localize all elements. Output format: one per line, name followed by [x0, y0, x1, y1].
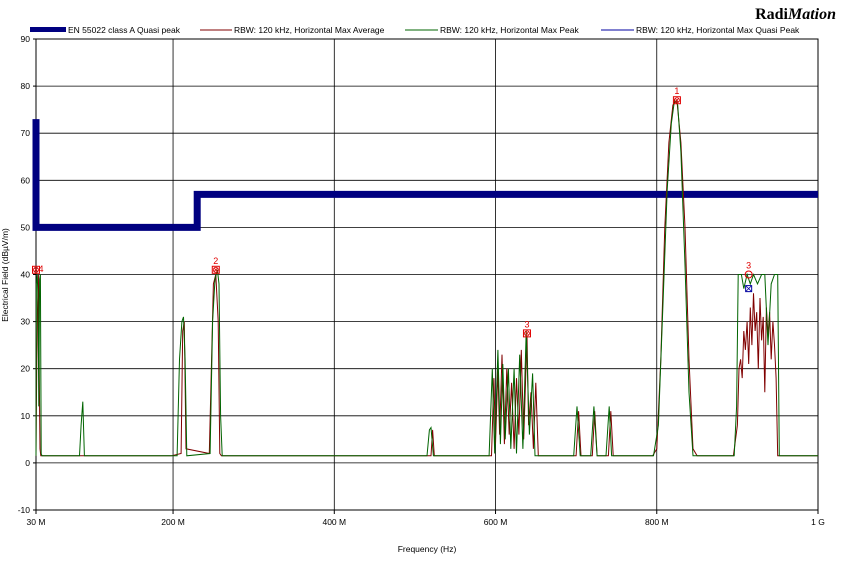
x-tick-label: 1 G [811, 517, 825, 527]
legend-label-limit: EN 55022 class A Quasi peak [68, 25, 181, 35]
y-tick-label: -10 [18, 505, 31, 515]
marker-average-cross [524, 331, 530, 336]
marker-average-circle [674, 97, 680, 104]
marker-label: 3 [524, 319, 529, 329]
marker-label: 1 [674, 86, 679, 96]
marker-label: 2 [213, 256, 218, 266]
y-tick-label: 70 [21, 128, 31, 138]
marker-average-box [522, 329, 531, 338]
marker-peak-circle [744, 270, 753, 279]
y-axis-title: Electrical Field (dBµV/m) [0, 228, 10, 322]
x-axis-title: Frequency (Hz) [398, 544, 457, 554]
marker-average-circle [33, 266, 39, 273]
x-tick-label: 200 M [161, 517, 185, 527]
legend-label-average: RBW: 120 kHz, Horizontal Max Average [234, 25, 385, 35]
y-tick-label: 60 [21, 175, 31, 185]
limit-line [32, 119, 818, 231]
x-tick-label: 30 M [27, 517, 46, 527]
marker-average-cross [213, 267, 219, 273]
y-tick-label: 0 [25, 458, 30, 468]
legend-label-peak: RBW: 120 kHz, Horizontal Max Peak [440, 25, 579, 35]
marker-label: 4 [38, 264, 43, 274]
marker-average-cross [33, 267, 39, 273]
grid [36, 39, 818, 510]
marker-average-box [672, 96, 681, 105]
x-tick-label: 400 M [322, 517, 346, 527]
y-tick-label: 50 [21, 222, 31, 232]
marker-average-box [211, 265, 220, 274]
marker-average-circle [524, 330, 530, 337]
markers-layer: 1 2 3 3 4 [32, 86, 753, 338]
marker-quasi-peak-cross [745, 285, 752, 292]
peak-trace [35, 98, 818, 457]
legend-swatch-limit [30, 27, 66, 32]
legend-label-quasi-peak: RBW: 120 kHz, Horizontal Max Quasi Peak [636, 25, 800, 35]
y-tick-label: 10 [21, 411, 31, 421]
series-layer [32, 98, 818, 457]
average-trace [35, 98, 818, 457]
y-tick-label: 40 [21, 270, 31, 280]
marker-average-box [32, 265, 40, 274]
y-tick-label: 90 [21, 34, 31, 44]
x-tick-label: 800 M [645, 517, 669, 527]
marker-quasi-peak-box [745, 285, 753, 293]
x-tick-label: 600 M [484, 517, 508, 527]
radimation-logo: RadiMation [755, 6, 836, 23]
legend: EN 55022 class A Quasi peak RBW: 120 kHz… [30, 25, 800, 35]
y-tick-label: 80 [21, 81, 31, 91]
marker-average-cross [674, 97, 680, 103]
y-tick-label: 20 [21, 364, 31, 374]
axis-ticks: -10 0 10 20 30 40 50 60 70 80 90 30 M 200 M 400 M 600 … [18, 34, 825, 527]
y-tick-label: 30 [21, 317, 31, 327]
marker-average-circle [212, 266, 219, 273]
marker-label: 3 [746, 261, 751, 271]
